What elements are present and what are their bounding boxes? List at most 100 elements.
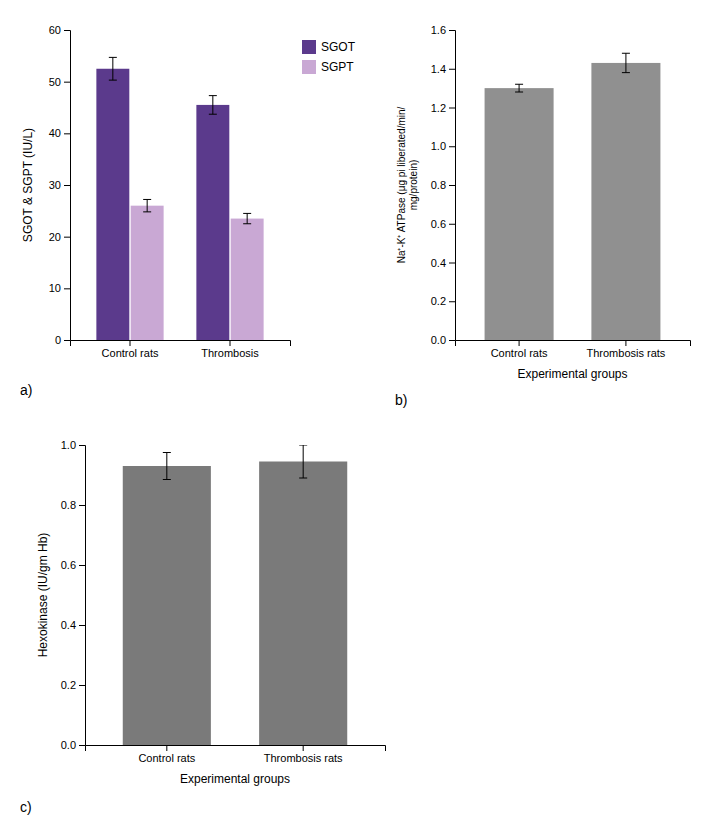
tick-label: 10 xyxy=(49,282,61,294)
y-axis-title: SGOT & SGPT (IU/L) xyxy=(21,128,35,242)
tick-mark xyxy=(64,30,70,31)
tick-label: 60 xyxy=(49,24,61,36)
tick-label: 1.0 xyxy=(431,140,446,152)
tick-label: 30 xyxy=(49,179,61,191)
tick-mark xyxy=(449,340,455,341)
tick-mark xyxy=(64,288,70,289)
axis-line xyxy=(86,746,386,752)
tick-label: 1.0 xyxy=(61,439,76,451)
y-tick: 0.4 xyxy=(61,619,85,631)
y-tick: 1.4 xyxy=(431,63,455,75)
x-axis: Control rats Thrombosis xyxy=(71,340,291,359)
tick-mark xyxy=(449,301,455,302)
y-tick: 0.4 xyxy=(431,257,455,269)
tick-mark xyxy=(79,625,85,626)
plot-area xyxy=(96,57,263,340)
y-tick: 0.8 xyxy=(61,499,85,511)
y-tick: 20 xyxy=(49,231,70,243)
tick-mark xyxy=(64,340,70,341)
tick-mark xyxy=(64,82,70,83)
plot-area xyxy=(123,445,347,745)
tick-mark xyxy=(449,69,455,70)
legend-swatch xyxy=(302,40,316,54)
tick-label: 0.8 xyxy=(61,499,76,511)
tick-mark xyxy=(303,745,304,751)
panel-label: c) xyxy=(20,799,32,815)
y-tick: 10 xyxy=(49,282,70,294)
y-tick: 50 xyxy=(49,76,70,88)
chart: 0.00.20.40.60.81.01.21.41.6Control ratsT… xyxy=(396,24,691,381)
axis-line xyxy=(456,341,691,347)
tick-label: 0 xyxy=(55,334,61,346)
tick-mark xyxy=(449,146,455,147)
legend-label: SGPT xyxy=(321,60,354,74)
x-tick: Control rats xyxy=(138,745,195,764)
y-tick: 0.6 xyxy=(61,559,85,571)
error-bar xyxy=(622,53,630,72)
legend-label: SGOT xyxy=(321,40,356,54)
figure: 0 10 20 30 40 50 60 Control rats Thrombosis SGOT … xyxy=(0,0,709,824)
y-tick: 0.6 xyxy=(431,218,455,230)
x-axis: Control rats Thrombosis rats xyxy=(456,340,691,359)
x-axis: Control rats Thrombosis rats xyxy=(86,745,386,764)
y-tick: 0.2 xyxy=(431,295,455,307)
legend-swatch xyxy=(302,60,316,74)
legend: SGOT SGPT xyxy=(302,40,356,74)
tick-label: 0.8 xyxy=(431,179,446,191)
bar xyxy=(123,466,211,745)
y-tick: 0.8 xyxy=(431,179,455,191)
error-bar xyxy=(109,57,117,80)
tick-label: 0.0 xyxy=(61,739,76,751)
error-bar xyxy=(163,453,171,480)
tick-mark xyxy=(130,340,131,346)
plot-area xyxy=(485,53,661,340)
tick-mark xyxy=(625,340,626,346)
axis-line xyxy=(64,31,71,341)
tick-label: 0.6 xyxy=(431,218,446,230)
axis-line xyxy=(79,446,86,746)
tick-label: Thrombosis rats xyxy=(264,752,343,764)
tick-label: 0.2 xyxy=(61,679,76,691)
tick-mark xyxy=(64,133,70,134)
y-axis: 0.00.20.40.60.81.01.21.41.6 xyxy=(431,24,456,346)
error-bar xyxy=(515,84,523,92)
tick-mark xyxy=(64,237,70,238)
y-axis-title-line: mg/protein) xyxy=(408,160,419,211)
y-tick: 1.0 xyxy=(61,439,85,451)
tick-mark xyxy=(449,30,455,31)
tick-label: 0.4 xyxy=(61,619,76,631)
tick-label: 0.2 xyxy=(431,295,446,307)
y-tick: 0.0 xyxy=(431,334,455,346)
tick-label: Control rats xyxy=(491,347,548,359)
chart: 0 10 20 30 40 50 60 Control rats Thrombosis SGOT … xyxy=(21,24,356,359)
y-axis-title: Na⁺-K⁺ ATPase (μg pi liberated/min/mg/pr… xyxy=(396,106,419,263)
bar xyxy=(259,462,347,746)
bar xyxy=(96,69,129,340)
error-bar xyxy=(243,213,251,223)
y-axis-title-line: Hexokinase (IU/gm Hb) xyxy=(36,533,50,658)
x-tick: Thrombosis xyxy=(201,340,259,359)
tick-label: 50 xyxy=(49,76,61,88)
tick-mark xyxy=(519,340,520,346)
tick-mark xyxy=(166,745,167,751)
tick-label: 40 xyxy=(49,127,61,139)
y-axis-title-line: SGOT & SGPT (IU/L) xyxy=(21,128,35,242)
tick-mark xyxy=(449,224,455,225)
bar xyxy=(231,219,264,340)
tick-mark xyxy=(79,745,85,746)
tick-label: Control rats xyxy=(102,347,159,359)
panel-label: b) xyxy=(395,392,407,408)
tick-label: 1.4 xyxy=(431,63,446,75)
legend-item: SGOT xyxy=(302,40,356,54)
y-tick: 40 xyxy=(49,127,70,139)
bar xyxy=(591,63,660,340)
tick-label: Thrombosis rats xyxy=(586,347,665,359)
bar xyxy=(485,88,554,340)
error-bar xyxy=(299,445,307,478)
y-tick: 0 xyxy=(55,334,70,346)
tick-label: 20 xyxy=(49,231,61,243)
panel-label: a) xyxy=(20,382,32,398)
error-bar xyxy=(209,96,217,115)
tick-label: 1.6 xyxy=(431,24,446,36)
tick-mark xyxy=(79,685,85,686)
